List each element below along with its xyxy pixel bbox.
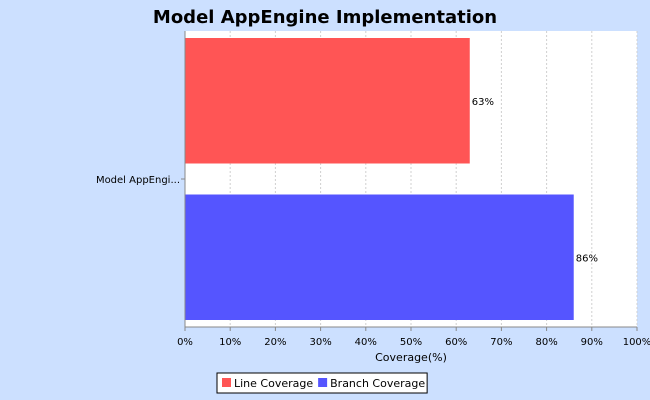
x-tick-label: 40%: [355, 337, 377, 348]
x-tick-label: 0%: [177, 337, 193, 348]
legend-label: Line Coverage: [234, 377, 313, 390]
data-labels: 63% 86%: [472, 97, 598, 265]
legend: Line Coverage Branch Coverage: [216, 372, 428, 394]
bars: [185, 38, 574, 320]
legend-swatch: [318, 378, 328, 387]
x-tick-label: 100%: [623, 337, 650, 348]
legend-swatch: [222, 378, 231, 387]
x-tick-label: 50%: [400, 337, 422, 348]
x-tick-label: 30%: [309, 337, 331, 348]
x-tick-label: 60%: [445, 337, 467, 348]
x-tick-label: 70%: [490, 337, 512, 348]
bar-line-coverage: [185, 38, 470, 164]
legend-items: Line Coverage Branch Coverage: [222, 377, 425, 390]
x-tick-label: 10%: [219, 337, 241, 348]
x-axis-label: Coverage(%): [375, 351, 447, 364]
data-label: 63%: [472, 97, 494, 108]
legend-label: Branch Coverage: [330, 377, 425, 390]
x-tick-label: 20%: [264, 337, 286, 348]
x-tick-label: 80%: [535, 337, 557, 348]
data-label: 86%: [576, 253, 598, 264]
category-label: Model AppEngi...: [96, 175, 180, 186]
chart-title: Model AppEngine Implementation: [153, 7, 497, 28]
y-axis-ticks: Model AppEngi...: [96, 175, 185, 186]
x-tick-label: 90%: [581, 337, 603, 348]
bar-branch-coverage: [185, 194, 574, 320]
x-axis-ticks: 0% 10% 20% 30% 40% 50% 60% 70% 80% 90% 100%: [177, 327, 650, 348]
